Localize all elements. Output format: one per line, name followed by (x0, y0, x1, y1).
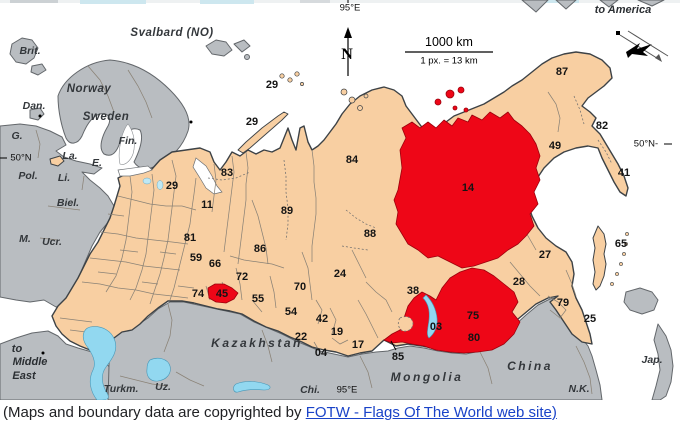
lake-balkhash (233, 381, 271, 393)
kuril-islands (610, 232, 629, 286)
map-canvas: Svalbard (NO) Brit. Norway Dan. Sweden G. Fin.… (0, 0, 680, 400)
ladoga-onega-lakes (142, 177, 164, 190)
copyright-footer: (Maps and boundary data are copyrighted … (0, 400, 680, 421)
graticule-ticks (0, 0, 672, 159)
gulf-of-bothnia (118, 123, 135, 165)
europe-block (0, 123, 115, 308)
red-arctic-islands (434, 86, 469, 113)
russia-regions-map (0, 0, 680, 400)
caspian-sea (82, 326, 117, 400)
honshu (651, 323, 674, 400)
lakes (82, 294, 438, 400)
svalbard-3 (244, 54, 250, 60)
hokkaido (623, 287, 659, 315)
autonomous-okrug-borders-dotted (207, 95, 613, 251)
ust-orda-okrug (397, 316, 414, 332)
region-75-03-80-transbaikal (383, 267, 521, 354)
white-sea-cutouts (117, 157, 223, 195)
svalbard (205, 39, 233, 57)
scale-ratio-label: 1 px. = 13 km (420, 55, 478, 67)
america-fragment-1 (521, 0, 549, 13)
aral-sea (146, 357, 171, 382)
white-sea (192, 157, 223, 195)
airplane-icon (616, 30, 669, 62)
franz-josef-islands (279, 71, 304, 86)
kaliningrad (49, 155, 65, 167)
svalbard-2 (233, 39, 251, 53)
britain (9, 37, 39, 65)
britain-south (30, 63, 47, 76)
america-fragment-4 (637, 0, 665, 7)
novaya-zemlya (237, 111, 289, 154)
fotw-link[interactable]: FOTW - Flags Of The World web site) (305, 404, 557, 421)
compass-arrow (344, 27, 352, 76)
city-dots (38, 114, 193, 355)
highlighted-regions (207, 86, 541, 354)
gulf-of-finland (117, 165, 153, 177)
region-85-callout-line (390, 340, 397, 351)
foreign-land (0, 0, 674, 400)
severnaya-zemlya-islands (340, 88, 369, 111)
copyright-text: (Maps and boundary data are copyrighted … (3, 404, 306, 421)
region-45-kurgan (207, 283, 239, 304)
sakhalin (592, 225, 607, 291)
america-fragment-3 (599, 0, 619, 8)
scale-distance-label: 1000 km (425, 35, 473, 49)
lake-baikal (422, 294, 438, 339)
region-14-sakha (393, 111, 541, 269)
america-fragment-2 (555, 0, 577, 10)
compass-north-label: N (341, 46, 353, 63)
